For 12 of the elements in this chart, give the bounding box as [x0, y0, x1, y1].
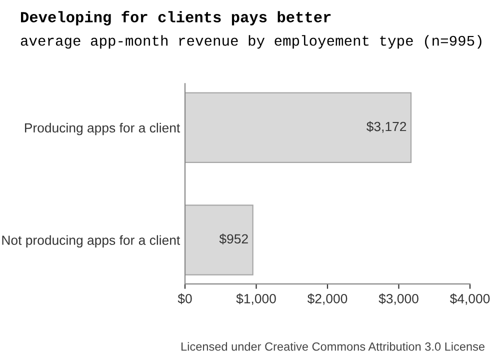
x-tick-label: $1,000 — [236, 293, 276, 305]
y-tick-label: Producing apps for a client — [25, 122, 180, 136]
x-tick-label: $4,000 — [450, 293, 490, 305]
chart-subtitle: average app-month revenue by employement type (n=995) — [20, 35, 482, 49]
data-label: $952 — [219, 234, 248, 244]
chart-title: Developing for clients pays better — [21, 10, 331, 26]
data-label: $3,172 — [366, 121, 406, 133]
x-tick-label: $3,000 — [378, 293, 418, 305]
text: Licensed under Creative Commons Attribution 3.0 License — [182, 342, 484, 351]
y-tick-label: Not producing apps for a client — [2, 235, 180, 248]
x-tick-label: $2,000 — [307, 293, 348, 305]
x-tick-label: $0 — [178, 293, 192, 304]
